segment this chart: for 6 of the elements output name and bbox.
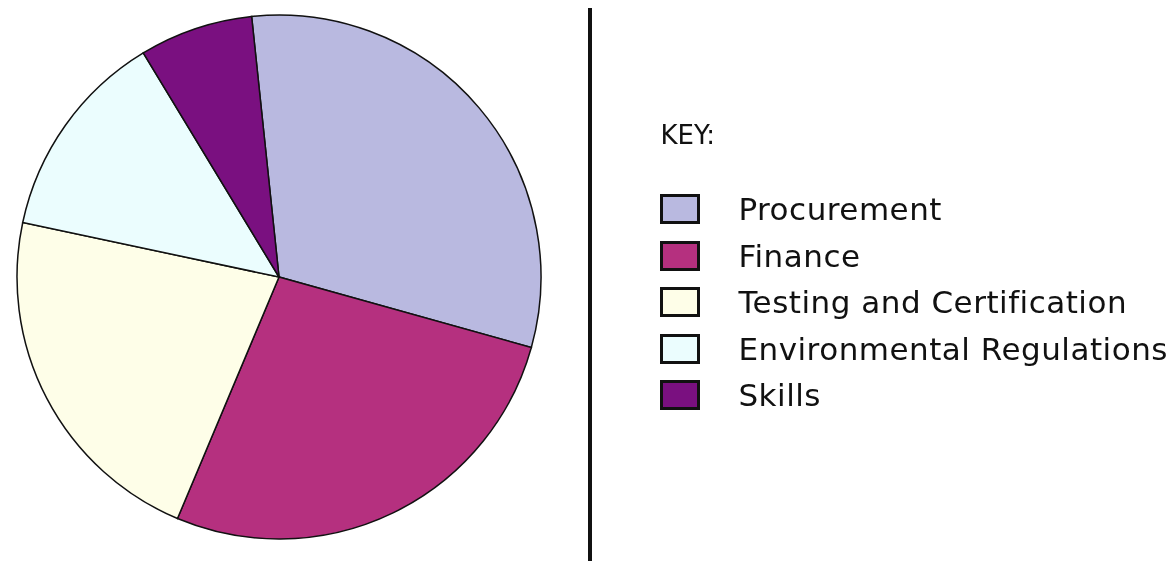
legend-title: KEY:	[660, 120, 717, 150]
legend-label: Testing and Certification	[738, 284, 1128, 321]
legend-label: Finance	[738, 237, 861, 274]
legend-label: Procurement	[738, 191, 942, 228]
legend-label: Skills	[738, 377, 822, 414]
legend-label: Environmental Regulations	[738, 330, 1168, 367]
